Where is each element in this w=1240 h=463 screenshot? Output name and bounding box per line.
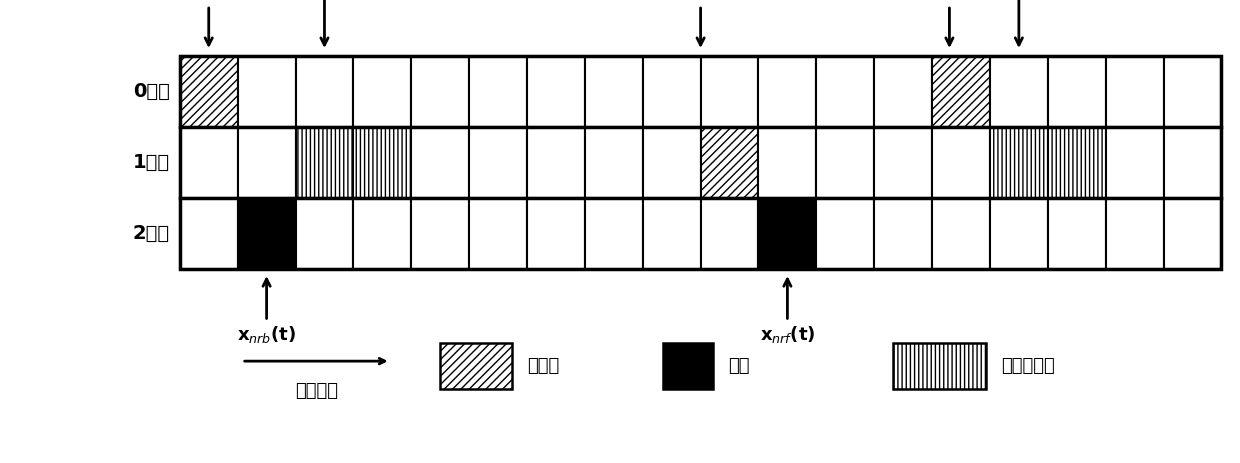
Text: 自行车: 自行车 <box>527 357 559 375</box>
Bar <box>238 198 295 269</box>
Bar <box>527 56 585 126</box>
Text: x$_{nlb}$(t): x$_{nlb}$(t) <box>180 0 237 45</box>
Bar <box>238 126 295 198</box>
Bar <box>1048 126 1106 198</box>
Text: x$_{nb}$(t): x$_{nb}$(t) <box>298 0 351 45</box>
Bar <box>353 198 412 269</box>
Bar <box>527 126 585 198</box>
Bar <box>642 56 701 126</box>
Bar <box>990 126 1048 198</box>
Bar <box>1106 56 1163 126</box>
Text: x$_{nlf}$(t): x$_{nlf}$(t) <box>923 0 976 45</box>
Bar <box>469 126 527 198</box>
Bar <box>1048 198 1106 269</box>
Bar <box>990 198 1048 269</box>
Bar <box>701 198 759 269</box>
Text: x$_{nf}$(t): x$_{nf}$(t) <box>993 0 1044 45</box>
Bar <box>816 198 874 269</box>
Text: x$_{n}$(t): x$_{n}$(t) <box>678 0 723 45</box>
Bar <box>759 56 816 126</box>
Bar <box>1048 56 1106 126</box>
Bar <box>874 56 932 126</box>
Bar <box>440 343 512 389</box>
Bar <box>932 198 990 269</box>
Text: 2车道: 2车道 <box>133 224 170 243</box>
Bar <box>527 198 585 269</box>
Bar <box>874 126 932 198</box>
Text: 行人: 行人 <box>728 357 749 375</box>
Bar <box>412 198 469 269</box>
Bar <box>1163 198 1221 269</box>
Bar <box>701 126 759 198</box>
Bar <box>180 126 238 198</box>
Bar <box>893 343 986 389</box>
Text: 0车道: 0车道 <box>133 81 170 100</box>
Bar <box>759 198 816 269</box>
Bar <box>295 198 353 269</box>
Bar <box>295 126 353 198</box>
Bar <box>412 126 469 198</box>
Bar <box>932 126 990 198</box>
Text: 1车道: 1车道 <box>133 152 170 172</box>
Bar <box>642 198 701 269</box>
Bar <box>816 56 874 126</box>
Bar <box>412 56 469 126</box>
Bar <box>469 56 527 126</box>
Bar <box>469 198 527 269</box>
Bar <box>642 126 701 198</box>
Bar <box>1106 126 1163 198</box>
Bar <box>759 126 816 198</box>
Bar <box>180 56 238 126</box>
Bar <box>990 56 1048 126</box>
Bar <box>295 56 353 126</box>
Bar <box>1163 56 1221 126</box>
Bar <box>180 198 238 269</box>
Bar <box>932 56 990 126</box>
Text: x$_{nrb}$(t): x$_{nrb}$(t) <box>237 279 296 345</box>
Bar <box>1106 198 1163 269</box>
Bar <box>663 343 713 389</box>
Text: x$_{nrf}$(t): x$_{nrf}$(t) <box>760 279 815 345</box>
Text: 电动自行车: 电动自行车 <box>1001 357 1054 375</box>
Bar <box>585 198 642 269</box>
Bar <box>585 56 642 126</box>
Bar <box>238 56 295 126</box>
Bar <box>353 126 412 198</box>
Text: 行驶方向: 行驶方向 <box>295 382 337 400</box>
Bar <box>353 56 412 126</box>
Bar <box>816 126 874 198</box>
Bar <box>585 126 642 198</box>
Bar <box>701 56 759 126</box>
Bar <box>180 56 1221 269</box>
Bar <box>1163 126 1221 198</box>
Bar <box>874 198 932 269</box>
